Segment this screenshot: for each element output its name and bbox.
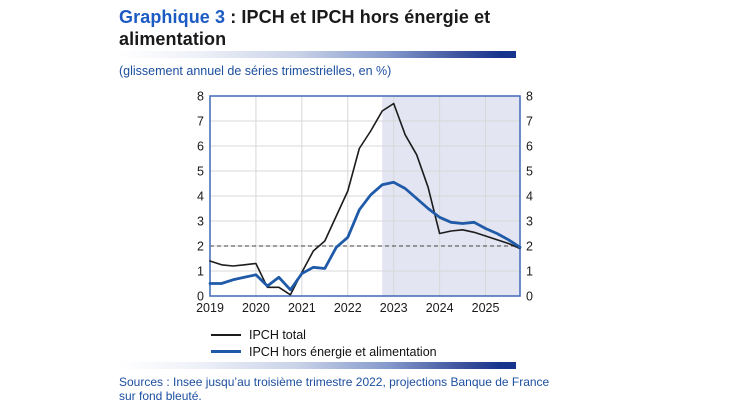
y-tick-right: 8 <box>526 90 533 104</box>
plot-frame <box>209 95 521 297</box>
y-tick-left: 8 <box>197 90 204 104</box>
title-rest: : IPCH et IPCH hors énergie et alimentat… <box>119 7 491 49</box>
inflation-chart: 0 0 1 1 2 2 3 3 4 4 5 5 6 6 7 7 8 8 2019 2020 2021 2022 2023 20… <box>196 90 533 316</box>
legend-label-ipch-core: IPCH hors énergie et alimentation <box>249 344 437 359</box>
x-tick-year: 2023 <box>380 301 408 315</box>
y-tick-right: 3 <box>526 215 533 229</box>
legend-item-ipch-total: IPCH total <box>211 326 437 343</box>
sources-line2: sur fond bleuté. <box>119 389 202 403</box>
y-tick-left: 0 <box>197 290 204 304</box>
y-tick-right: 7 <box>526 115 533 129</box>
y-tick-left: 2 <box>197 240 204 254</box>
y-tick-left: 6 <box>197 140 204 154</box>
y-tick-right: 5 <box>526 165 533 179</box>
x-tick-year: 2025 <box>472 301 500 315</box>
title-prefix: Graphique 3 <box>119 7 226 27</box>
chart-legend: IPCH total IPCH hors énergie et alimenta… <box>211 326 437 360</box>
y-tick-right: 1 <box>526 265 533 279</box>
line-swatch-ipch-core <box>211 350 241 353</box>
y-tick-right: 0 <box>526 290 533 304</box>
page-title: Graphique 3 : IPCH et IPCH hors énergie … <box>119 7 519 50</box>
y-tick-left: 3 <box>197 215 204 229</box>
chart-subtitle: (glissement annuel de séries trimestriel… <box>119 64 392 78</box>
legend-item-ipch-core: IPCH hors énergie et alimentation <box>211 343 437 360</box>
y-tick-left: 7 <box>197 115 204 129</box>
line-swatch-ipch-total <box>211 333 241 336</box>
y-tick-right: 2 <box>526 240 533 254</box>
x-tick-year: 2021 <box>288 301 316 315</box>
y-tick-right: 6 <box>526 140 533 154</box>
x-tick-year: 2024 <box>426 301 454 315</box>
y-tick-left: 1 <box>197 265 204 279</box>
y-tick-right: 4 <box>526 190 533 204</box>
gradient-rule-top <box>119 51 516 58</box>
y-tick-left: 4 <box>197 190 204 204</box>
sources-note: Sources : Insee jusqu’au troisième trime… <box>119 375 599 403</box>
gradient-rule-bottom <box>119 362 516 369</box>
sources-line1: Sources : Insee jusqu’au troisième trime… <box>119 375 550 389</box>
x-tick-year: 2019 <box>196 301 224 315</box>
series-line-1 <box>208 180 522 292</box>
series-line-0 <box>209 102 521 296</box>
y-tick-left: 5 <box>197 165 204 179</box>
x-tick-year: 2022 <box>334 301 362 315</box>
x-tick-year: 2020 <box>242 301 270 315</box>
legend-label-ipch-total: IPCH total <box>249 327 306 342</box>
